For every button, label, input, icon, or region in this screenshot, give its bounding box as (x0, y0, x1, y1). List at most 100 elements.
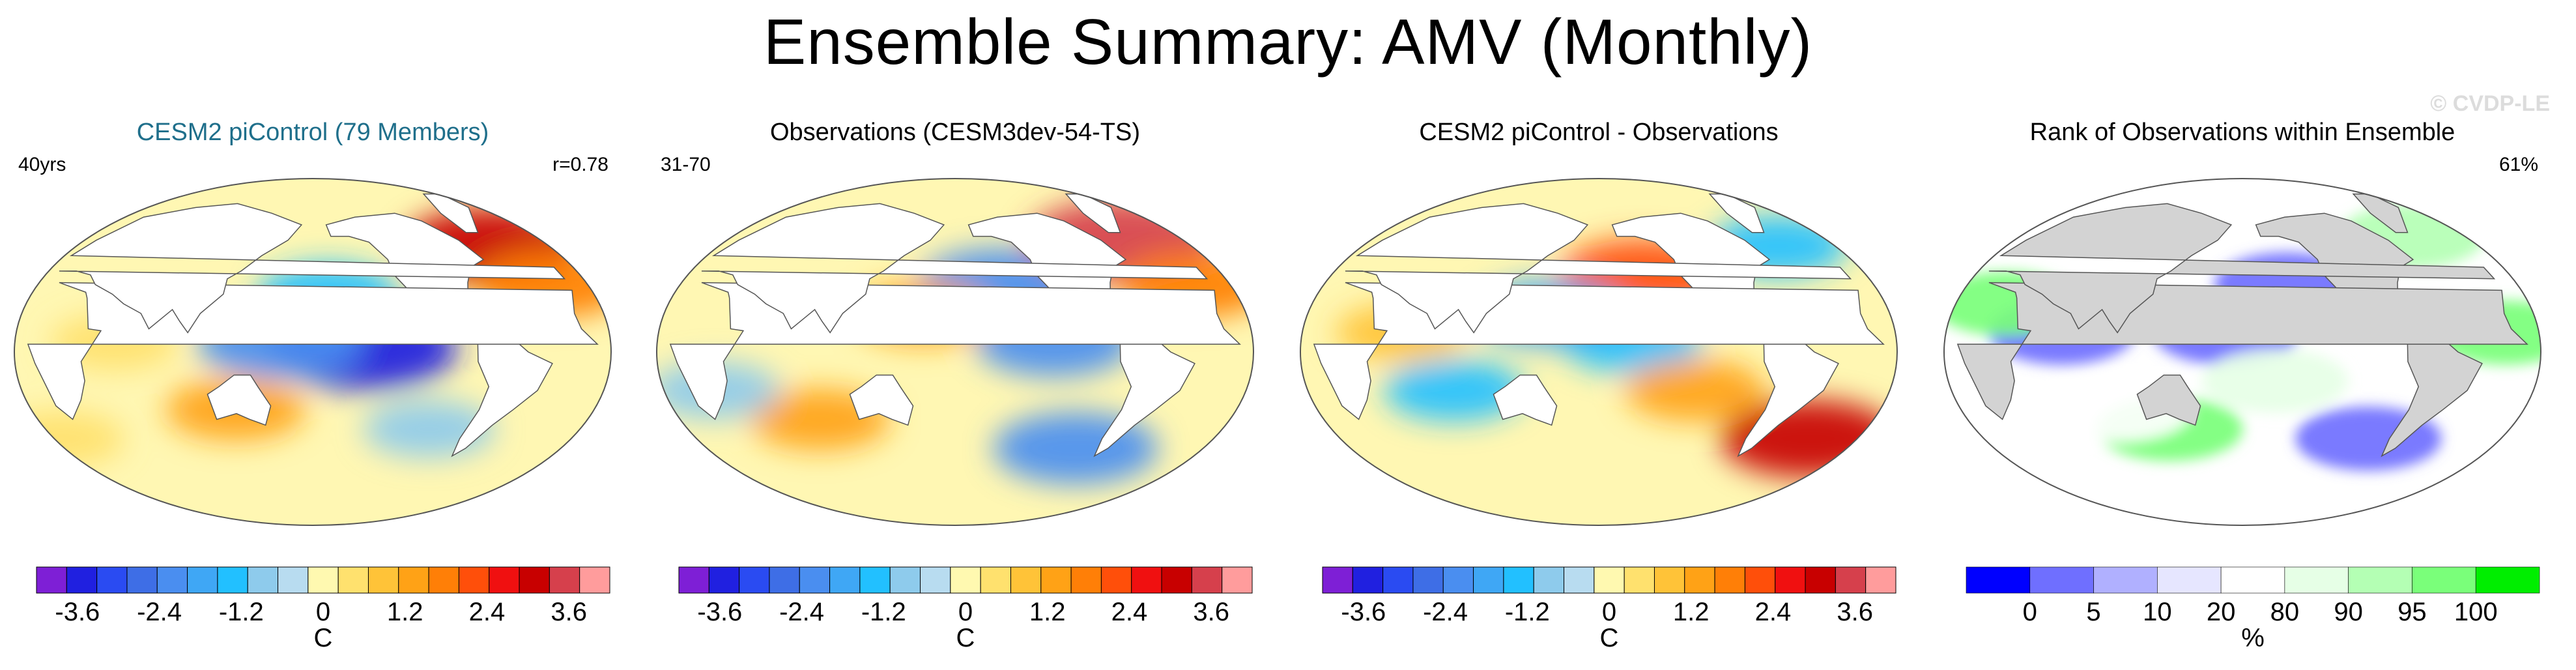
colorbar-tick-label: 2.4 (469, 598, 506, 626)
map-land-eurasia (701, 203, 1209, 334)
colorbar-tick-label: 95 (2397, 598, 2427, 626)
colorbar-swatch (1865, 566, 1896, 594)
colorbar-swatch (36, 566, 67, 594)
map-land-eurasia (59, 203, 566, 334)
colorbar-ensemble-mean: -3.6 -2.4 -1.2 0 1.2 2.4 3.6 C (36, 566, 610, 652)
colorbar-swatch (458, 566, 490, 594)
colorbar-swatch (1322, 566, 1353, 594)
colorbar-swatch (1714, 566, 1745, 594)
map-difference (1300, 178, 1898, 526)
colorbar-swatch (66, 566, 98, 594)
colorbar-swatch (708, 566, 740, 594)
panel-ensemble-mean: CESM2 piControl (79 Members) 40yrs r=0.7… (7, 111, 619, 665)
colorbar-tick-label: -2.4 (779, 598, 824, 626)
map-rank (1943, 178, 2541, 526)
colorbar-swatch (1222, 566, 1253, 594)
map-field (1300, 179, 1897, 525)
colorbar-swatch (2157, 566, 2222, 594)
colorbar-swatch (1100, 566, 1132, 594)
colorbar-swatch (1070, 566, 1102, 594)
colorbar-swatch (1382, 566, 1414, 594)
colorbar-swatch (980, 566, 1011, 594)
colorbar-swatch (96, 566, 128, 594)
colorbar-tick-label: 5 (2086, 598, 2100, 626)
colorbar-swatch (1131, 566, 1162, 594)
colorbar-swatch (337, 566, 369, 594)
panel-observations: Observations (CESM3dev-54-TS) 31-70 -3.6… (649, 111, 1261, 665)
colorbar-tick-label: 20 (2207, 598, 2236, 626)
colorbar-swatch (2093, 566, 2158, 594)
panel-difference: CESM2 piControl - Observations -3.6 -2.4-… (1293, 111, 1905, 665)
map-outline (14, 178, 612, 526)
colorbar-swatch (278, 566, 309, 594)
colorbar-swatch (1775, 566, 1806, 594)
colorbar-swatch (1412, 566, 1444, 594)
colorbar-swatch (549, 566, 580, 594)
map-outline (656, 178, 1254, 526)
field-blob (1384, 360, 1524, 422)
colorbar-swatch (308, 566, 339, 594)
colorbar-swatch (2284, 566, 2349, 594)
colorbar-swatch (126, 566, 158, 594)
colorbar-tick-label: 3.6 (1193, 598, 1229, 626)
colorbar-swatch (1564, 566, 1595, 594)
colorbar-tick-label: 80 (2270, 598, 2300, 626)
colorbar-tick-label: -1.2 (861, 598, 906, 626)
map-land-eurasia (1988, 203, 2496, 334)
colorbar-swatch (2029, 566, 2094, 594)
map-field (1944, 179, 2541, 525)
colorbar-swatch (1161, 566, 1192, 594)
panel-title: CESM2 piControl (79 Members) (136, 119, 489, 146)
colorbar-swatch (678, 566, 709, 594)
map-land-africa (1313, 282, 1885, 420)
colorbar-tick-label: 3.6 (1837, 598, 1873, 626)
colorbar-tick-label: 0 (1602, 598, 1616, 626)
map-land-eurasia (1345, 203, 1852, 334)
colorbar-swatch (1744, 566, 1776, 594)
colorbar-swatch (579, 566, 610, 594)
colorbar-tick-label: -2.4 (137, 598, 182, 626)
colorbar-swatch (2220, 566, 2285, 594)
colorbar-swatch (247, 566, 279, 594)
colorbar-swatch (1503, 566, 1534, 594)
colorbar-rank: 0 5 10 20 80 90 95 100% (1966, 566, 2540, 652)
colorbar-tick-label: 1.2 (1029, 598, 1066, 626)
panel-title: Observations (CESM3dev-54-TS) (769, 119, 1141, 146)
colorbar-swatch (1191, 566, 1223, 594)
colorbar-swatch (829, 566, 861, 594)
map-land-australia (849, 374, 914, 426)
colorbar-swatch (889, 566, 921, 594)
colorbar-tick-label: 1.2 (1673, 598, 1710, 626)
colorbar-difference: -3.6 -2.4 -1.2 0 1.2 2.4 3.6 C (1322, 566, 1896, 652)
colorbar-swatch (1966, 566, 2031, 594)
colorbar-swatch (1442, 566, 1474, 594)
colorbar-swatch (1835, 566, 1867, 594)
figure-title: Ensemble Summary: AMV (Monthly) (763, 6, 1813, 78)
colorbar-tick-label: 2.4 (1755, 598, 1792, 626)
colorbar-swatch (859, 566, 891, 594)
panel-title: CESM2 piControl - Observations (1419, 119, 1779, 146)
colorbar-units: % (2241, 624, 2265, 652)
map-ensemble-mean (14, 178, 612, 526)
colorbar-swatch (799, 566, 831, 594)
colorbar-swatch (2348, 566, 2412, 594)
colorbar-swatch (739, 566, 770, 594)
colorbar-swatch (489, 566, 520, 594)
colorbar-units: C (1600, 624, 1619, 652)
colorbar-tick-label: 90 (2334, 598, 2363, 626)
map-field (657, 179, 1253, 525)
colorbar-tick-label: 0 (2023, 598, 2037, 626)
panel-left-note: 31-70 (661, 154, 711, 175)
colorbar-tick-label: -1.2 (219, 598, 264, 626)
colorbar-swatch (1352, 566, 1384, 594)
panel-rank: Rank of Observations within Ensemble 61%… (1936, 111, 2549, 665)
colorbar-swatch (2475, 566, 2540, 594)
colorbar-swatch (1040, 566, 1072, 594)
map-land-australia (207, 374, 272, 426)
field-blob (2201, 349, 2348, 413)
colorbar-swatch (769, 566, 800, 594)
colorbar-tick-label: -3.6 (55, 598, 100, 626)
colorbar-swatch (1624, 566, 1655, 594)
map-land-africa (1956, 282, 2528, 420)
map-outline (1300, 178, 1898, 526)
